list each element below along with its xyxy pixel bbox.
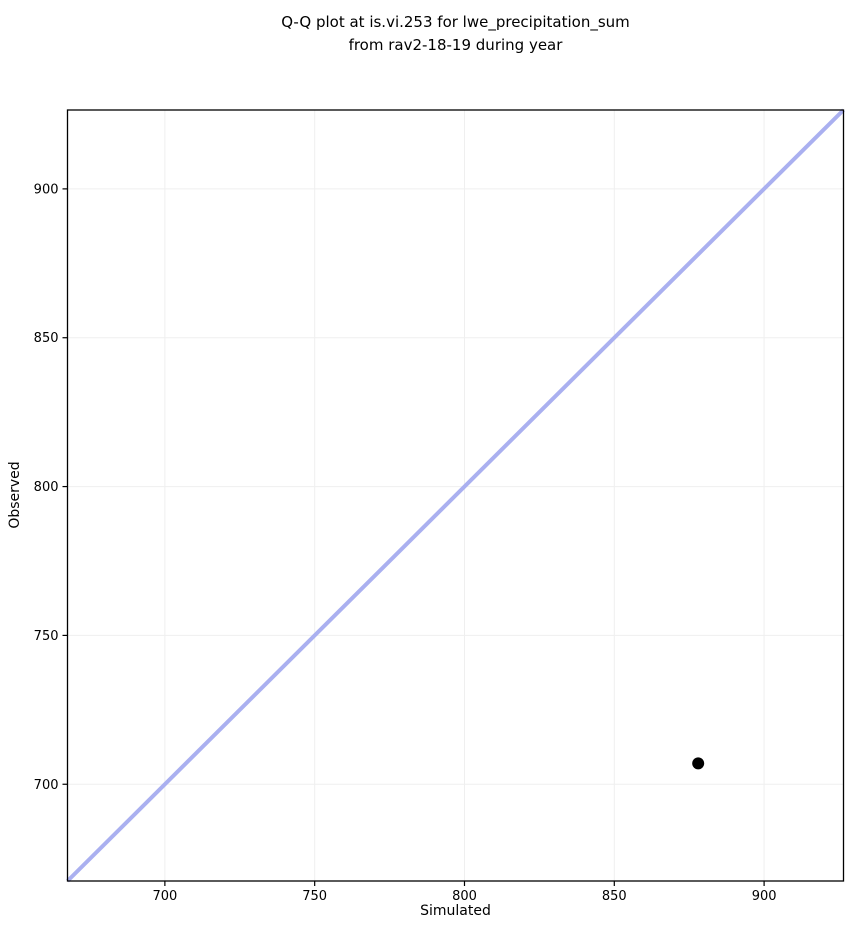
y-tick-label: 850 xyxy=(34,331,59,346)
identity-line xyxy=(66,108,845,883)
chart-title-line2: from rav2-18-19 during year xyxy=(348,36,563,54)
x-tick-label: 750 xyxy=(302,889,327,904)
plot-border xyxy=(66,109,845,882)
x-tick-label: 900 xyxy=(752,889,777,904)
y-tick-label: 800 xyxy=(34,480,59,495)
y-tick-label: 900 xyxy=(34,182,59,197)
chart-title: Q-Q plot at is.vi.253 for lwe_precipitat… xyxy=(67,11,844,57)
x-tick-label: 800 xyxy=(452,889,477,904)
y-tick-label: 700 xyxy=(34,778,59,793)
data-point xyxy=(692,757,705,770)
y-tick-label: 750 xyxy=(34,629,59,644)
x-axis-label: Simulated xyxy=(420,903,491,919)
chart-title-line1: Q-Q plot at is.vi.253 for lwe_precipitat… xyxy=(281,13,630,31)
x-tick-label: 700 xyxy=(152,889,177,904)
y-axis-label: Observed xyxy=(7,461,23,529)
x-tick-label: 850 xyxy=(602,889,627,904)
